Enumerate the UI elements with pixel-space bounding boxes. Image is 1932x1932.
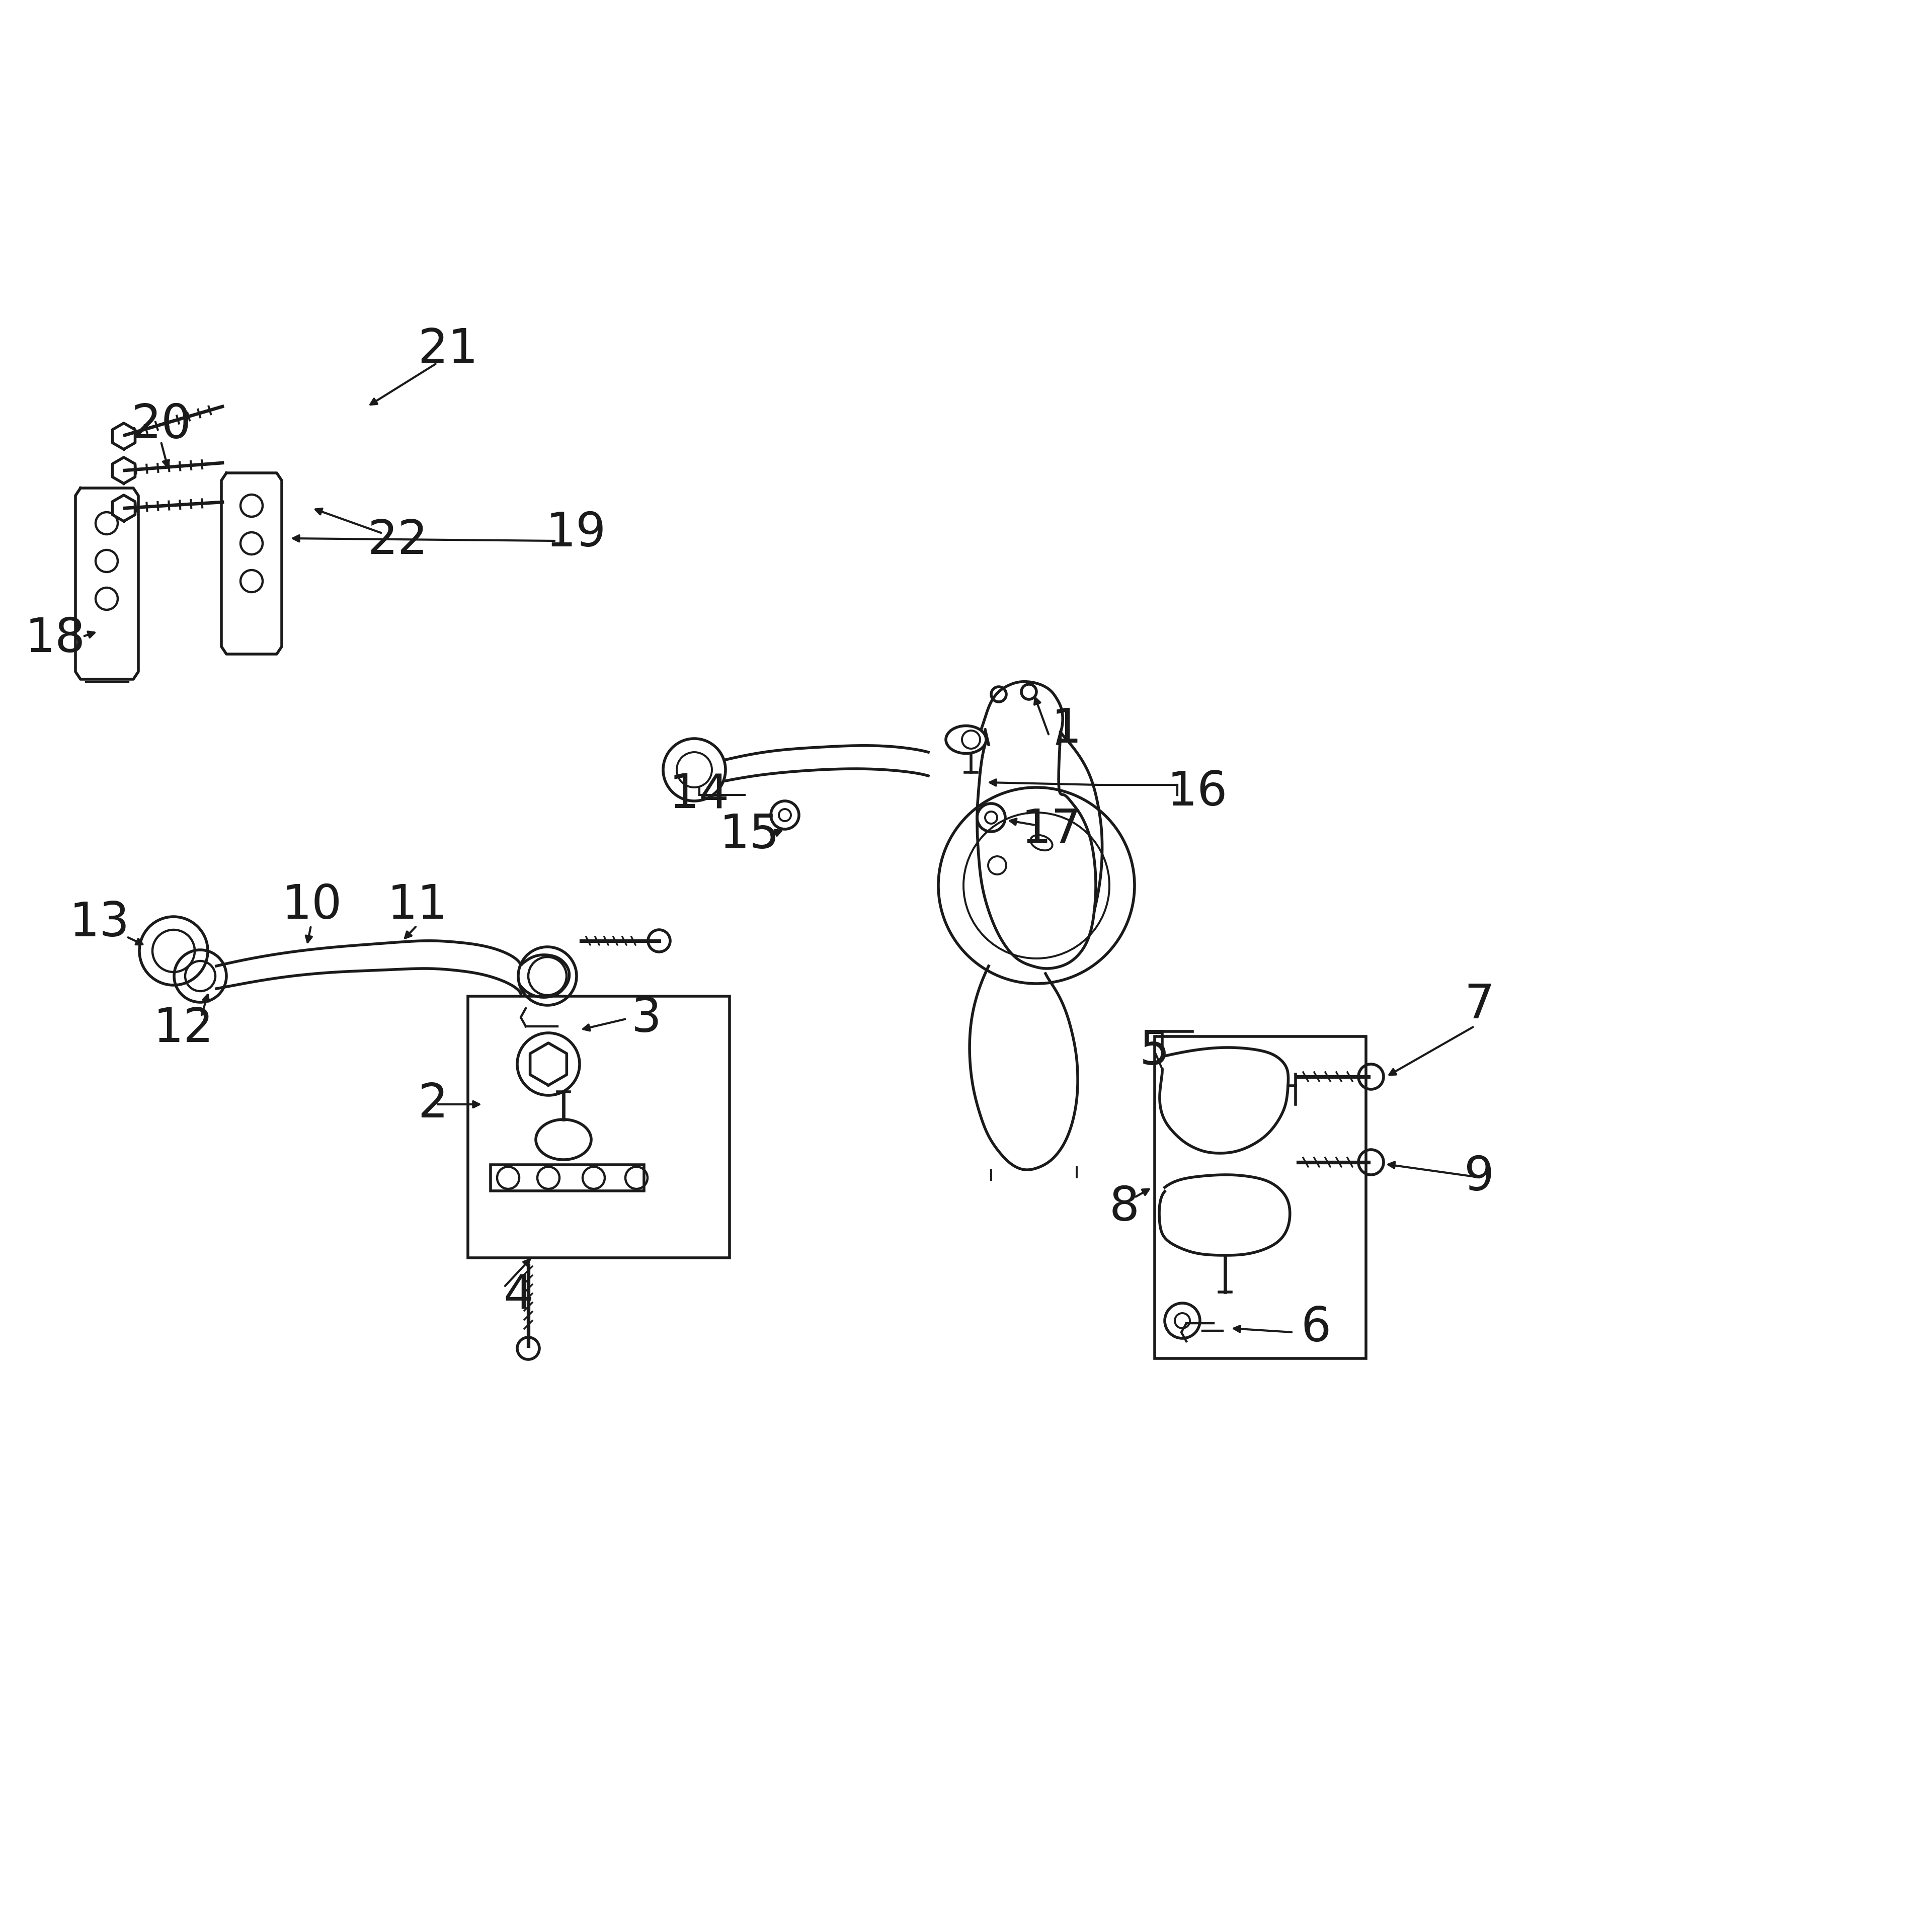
Text: 22: 22 [367, 518, 427, 564]
Text: 18: 18 [25, 616, 85, 663]
Bar [468, 997, 730, 1258]
Text: 2: 2 [417, 1082, 448, 1128]
Text: 7: 7 [1464, 981, 1493, 1028]
Bar [491, 1165, 643, 1190]
Text: 20: 20 [131, 402, 191, 448]
Text: 21: 21 [417, 327, 477, 373]
Text: 5: 5 [1140, 1028, 1169, 1074]
Text: 11: 11 [386, 883, 448, 929]
Text: 8: 8 [1109, 1184, 1140, 1231]
Bar [1155, 1036, 1366, 1358]
Text: 10: 10 [282, 883, 342, 929]
Text: 19: 19 [547, 510, 607, 556]
Text: 13: 13 [70, 900, 129, 947]
Text: 12: 12 [153, 1007, 214, 1053]
Text: 1: 1 [1051, 707, 1082, 753]
Text: 9: 9 [1464, 1153, 1493, 1200]
Text: 3: 3 [632, 995, 661, 1041]
Text: 6: 6 [1300, 1306, 1331, 1350]
Text: 17: 17 [1022, 808, 1082, 854]
Text: 14: 14 [668, 771, 730, 817]
Text: 4: 4 [502, 1273, 533, 1320]
Text: 16: 16 [1167, 769, 1227, 815]
Text: 15: 15 [719, 811, 781, 858]
